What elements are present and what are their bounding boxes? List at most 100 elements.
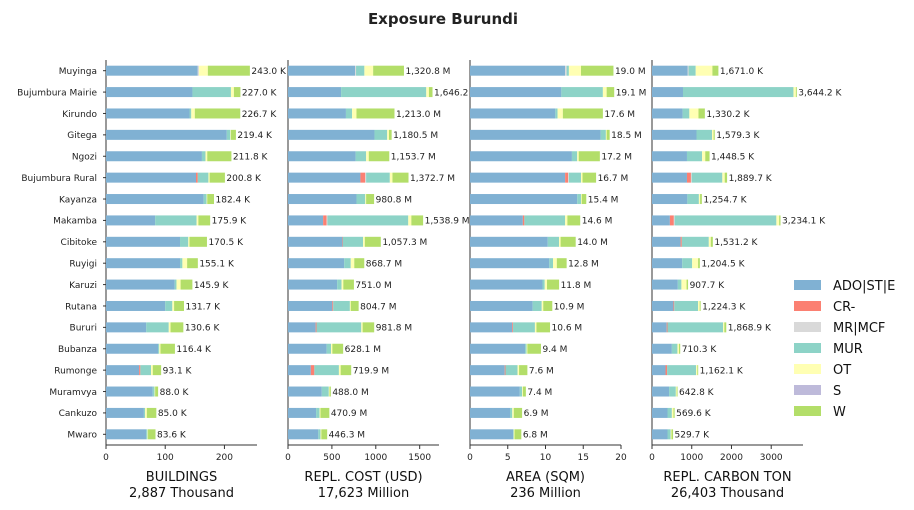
legend-swatch [794, 322, 821, 332]
bar-segment-adoste [106, 365, 140, 376]
bar-value-label: 130.6 K [185, 324, 221, 334]
bar-value-label: 1,162.1 K [700, 366, 744, 376]
bar-segment-ot [605, 129, 607, 140]
bar-segment-ot [522, 386, 523, 397]
x-axis-label: AREA (SQM) [506, 470, 585, 485]
bar-value-label: 1,889.7 K [729, 174, 773, 184]
bar-value-label: 6.8 M [523, 431, 548, 441]
bar-segment-adoste [288, 300, 333, 311]
bar-segment-ot [670, 429, 672, 440]
bar-value-label: 1,153.7 M [391, 153, 436, 163]
bar-segment-mrmcf [565, 65, 567, 76]
bar-segment-adoste [470, 87, 562, 98]
bar-segment-adoste [106, 279, 175, 290]
bar-segment-mur [333, 300, 350, 311]
bar-segment-cr [680, 236, 682, 247]
bar-segment-cr [669, 215, 674, 226]
x-tick-label: 5 [505, 453, 511, 463]
bar-segment-cr [310, 365, 315, 376]
bar-segment-mur [226, 129, 231, 140]
legend-swatch [794, 343, 821, 353]
bar-segment-mur [344, 258, 351, 269]
bar-segment-ot [723, 322, 725, 333]
bar-value-label: 751.0 M [355, 281, 391, 291]
bar-value-label: 868.7 M [366, 259, 402, 269]
bar-segment-mur [174, 279, 177, 290]
bar-value-label: 19.1 M [616, 88, 647, 98]
bar-segment-mur [146, 322, 169, 333]
bar-segment-mur [203, 194, 207, 205]
legend-label: S [833, 384, 841, 399]
bar-segment-w [581, 194, 587, 205]
bar-segment-mur [667, 429, 671, 440]
bar-segment-mur [180, 236, 189, 247]
bar-segment-ot [198, 65, 208, 76]
bar-segment-adoste [652, 87, 683, 98]
legend-label: MR|MCF [833, 321, 885, 336]
bar-segment-mur [519, 386, 523, 397]
bar-value-label: 3,234.1 K [782, 217, 826, 227]
bar-segment-mur [318, 429, 321, 440]
bar-segment-ot [349, 300, 351, 311]
bar-segment-cr [332, 300, 334, 311]
bar-segment-adoste [288, 279, 338, 290]
bar-segment-adoste [470, 215, 523, 226]
bar-segment-mur [671, 343, 678, 354]
bar-segment-mrmcf [568, 172, 569, 183]
bar-segment-adoste [106, 386, 153, 397]
bar-segment-adoste [106, 129, 227, 140]
bar-segment-adoste [470, 151, 572, 162]
bar-segment-mur [314, 365, 339, 376]
bar-value-label: 12.8 M [568, 259, 599, 269]
bar-segment-adoste [288, 236, 343, 247]
bar-value-label: 18.5 M [611, 131, 642, 141]
bar-segment-mrmcf [673, 215, 675, 226]
bar-value-label: 14.0 M [577, 238, 608, 248]
bar-value-label: 719.9 M [353, 366, 389, 376]
bar-segment-w [368, 151, 390, 162]
bar-segment-adoste [288, 172, 361, 183]
bar-segment-w [350, 300, 359, 311]
bar-value-label: 182.4 K [216, 195, 252, 205]
bar-segment-mur [691, 172, 723, 183]
bar-segment-mur [146, 429, 148, 440]
bar-value-label: 116.4 K [176, 345, 212, 355]
bar-segment-w [362, 322, 375, 333]
bar-segment-ot [145, 407, 147, 418]
x-tick-label: 10 [540, 453, 552, 463]
bar-segment-ot [553, 258, 557, 269]
bar-segment-w [673, 407, 675, 418]
bar-segment-w [146, 407, 157, 418]
bar-segment-ot [722, 172, 725, 183]
bar-segment-w [209, 172, 225, 183]
legend-label: MUR [833, 342, 863, 357]
bar-segment-mur [674, 215, 777, 226]
bar-segment-mur [374, 129, 388, 140]
bar-segment-w [155, 386, 159, 397]
bar-value-label: 17.2 M [601, 153, 632, 163]
bar-segment-w [779, 215, 781, 226]
x-tick-label: 500 [323, 453, 340, 463]
bar-segment-ot [671, 407, 674, 418]
bar-segment-w [343, 279, 354, 290]
x-tick-label: 3000 [760, 453, 783, 463]
bar-segment-cr [196, 172, 198, 183]
x-axis-subtitle: 26,403 Thousand [671, 486, 784, 501]
bar-segment-ot [689, 108, 699, 119]
bar-segment-mur [158, 343, 160, 354]
bar-segment-w [354, 258, 365, 269]
bar-segment-adoste [470, 429, 514, 440]
category-label: Muramvya [49, 388, 97, 398]
bar-segment-adoste [288, 343, 327, 354]
legend-label: ADO|ST|E [833, 279, 895, 294]
bar-value-label: 155.1 K [199, 259, 235, 269]
bar-segment-ot [352, 108, 357, 119]
bar-segment-mur [549, 258, 554, 269]
bar-segment-ot [350, 258, 355, 269]
legend: ADO|ST|E CR- MR|MCF MUR OT SW [794, 279, 895, 420]
bar-segment-w [329, 386, 331, 397]
bar-segment-mur [681, 236, 709, 247]
bar-segment-ot [151, 365, 153, 376]
bar-segment-cr [139, 365, 141, 376]
